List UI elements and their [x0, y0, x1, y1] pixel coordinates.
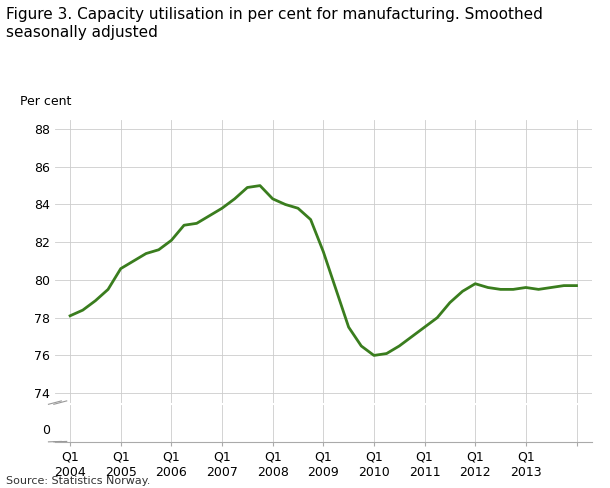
Text: Source: Statistics Norway.: Source: Statistics Norway. [6, 476, 151, 486]
Text: Per cent: Per cent [20, 95, 71, 108]
Text: Figure 3. Capacity utilisation in per cent for manufacturing. Smoothed
seasonall: Figure 3. Capacity utilisation in per ce… [6, 7, 543, 40]
